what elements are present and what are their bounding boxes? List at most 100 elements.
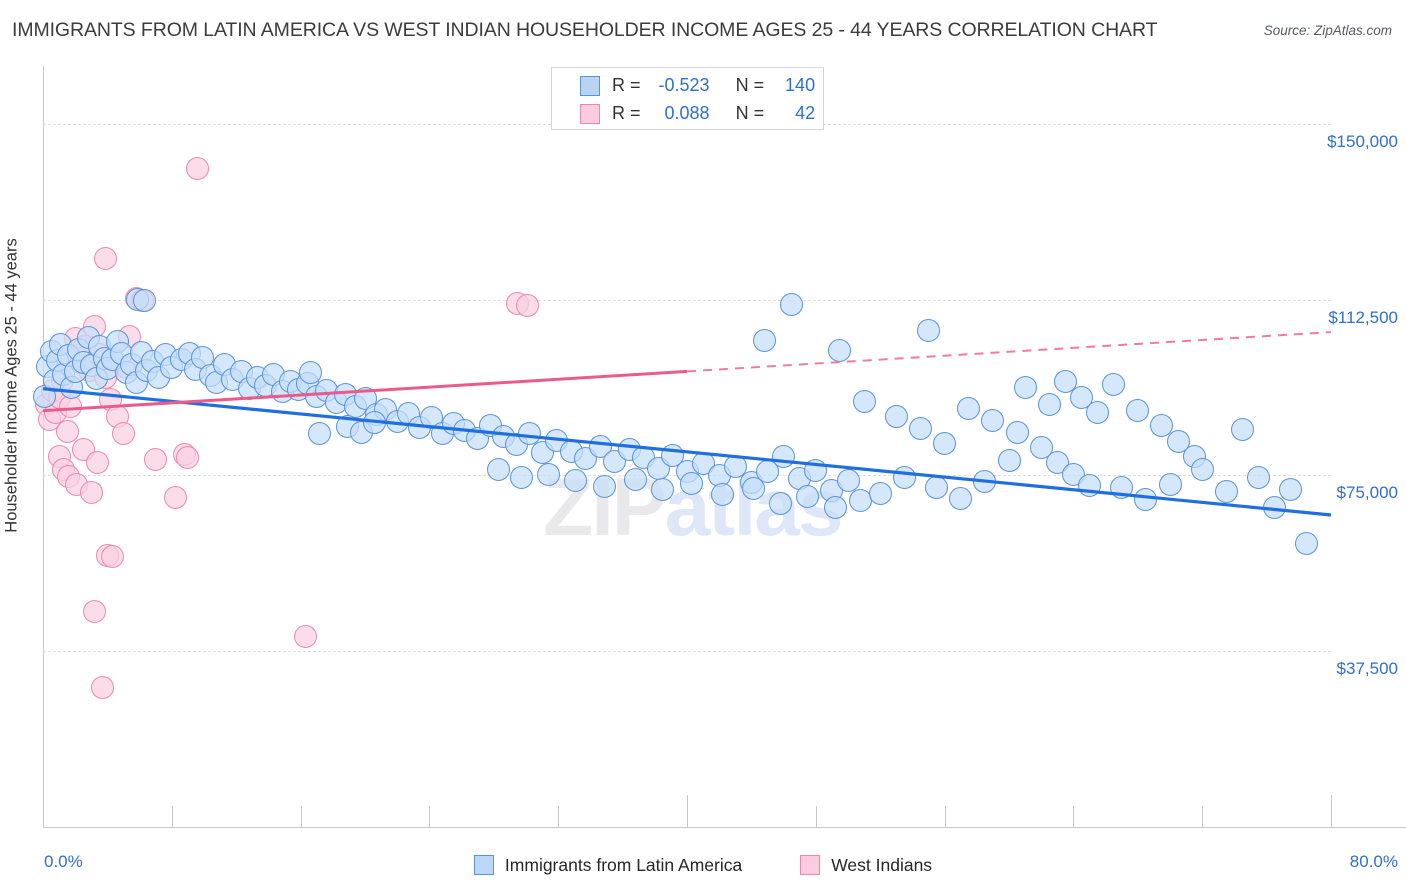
correlation-row-blue: R = -0.523 N = 140 [552, 71, 815, 100]
legend-label-latin-america: Immigrants from Latin America [504, 854, 743, 875]
plot-area: ZIPatlas [33, 66, 1331, 826]
legend-swatch-west-indians [800, 855, 821, 875]
scatter-point [651, 478, 675, 502]
scatter-point [828, 339, 852, 363]
scatter-point [83, 599, 107, 623]
gridline [43, 299, 1331, 301]
scatter-point [537, 462, 561, 486]
correlation-text-pink: R = 0.088 N = 42 [612, 103, 815, 124]
n-label-pink: N = [735, 103, 765, 123]
x-axis-tick [1073, 806, 1075, 827]
r-value-pink: 0.088 [664, 103, 710, 123]
gridline [43, 650, 1331, 652]
scatter-point [186, 156, 210, 180]
legend-swatch-pink [580, 103, 600, 124]
n-value-blue: 140 [785, 75, 816, 95]
scatter-point [852, 389, 876, 413]
scatter-point [1037, 392, 1061, 416]
scatter-point [925, 476, 949, 500]
legend-swatch-latin-america [473, 855, 494, 875]
scatter-point [836, 468, 860, 492]
scatter-point [1230, 418, 1254, 442]
r-value-blue: -0.523 [658, 75, 710, 95]
scatter-point [1295, 532, 1319, 556]
scatter-point [973, 470, 997, 494]
scatter-point [1086, 401, 1110, 425]
y-axis-tick-label: $75,000 [1336, 483, 1398, 503]
x-axis-tick [558, 806, 560, 827]
scatter-point [293, 625, 317, 649]
legend-label-west-indians: West Indians [831, 854, 933, 875]
scatter-point [516, 293, 540, 317]
scatter-point [710, 483, 734, 507]
scatter-point [780, 293, 804, 317]
y-axis-title: Householder Income Ages 25 - 44 years [2, 238, 21, 533]
x-axis-tick [687, 795, 688, 827]
x-axis-tick [1331, 795, 1332, 827]
scatter-point [94, 247, 118, 271]
x-axis-tick [944, 806, 946, 827]
correlation-legend: R = -0.523 N = 140 R = 0.088 N = 42 [551, 67, 824, 130]
x-axis-line [43, 827, 1406, 828]
scatter-point [487, 457, 511, 481]
scatter-point [823, 495, 847, 519]
scatter-point [1190, 457, 1214, 481]
scatter-point [680, 472, 704, 496]
scatter-point [1126, 398, 1150, 422]
x-axis-tick [1202, 806, 1204, 827]
y-axis-tick-label: $37,500 [1336, 658, 1398, 678]
legend-item-latin-america[interactable]: Immigrants from Latin America [473, 854, 743, 876]
scatter-point [772, 445, 796, 469]
scatter-point [1247, 466, 1271, 490]
scatter-point [176, 445, 200, 469]
scatter-point [112, 422, 135, 446]
x-axis-tick [429, 806, 431, 827]
legend-item-west-indians[interactable]: West Indians [800, 855, 932, 876]
scatter-point [1214, 480, 1238, 504]
scatter-point [884, 405, 908, 429]
scatter-point [86, 450, 110, 474]
n-value-pink: 42 [795, 103, 816, 123]
scatter-point [163, 485, 187, 509]
series-legend: Immigrants from Latin America West India… [0, 848, 1406, 882]
scatter-point [1110, 475, 1134, 499]
scatter-point [868, 481, 892, 505]
correlation-text-blue: R = -0.523 N = 140 [612, 75, 815, 96]
scatter-point [1279, 478, 1303, 502]
r-label-pink: R = [612, 103, 641, 123]
y-axis-tick-label: $150,000 [1327, 132, 1398, 152]
y-axis-tick-label: $112,500 [1328, 307, 1398, 327]
scatter-point [957, 396, 981, 420]
scatter-point [79, 480, 103, 504]
scatter-point [144, 447, 168, 471]
scatter-point [91, 675, 115, 699]
scatter-point [1158, 472, 1182, 496]
source-label: Source: ZipAtlas.com [1263, 23, 1392, 38]
r-label-blue: R = [612, 75, 641, 95]
scatter-point [1078, 473, 1101, 497]
scatter-point [949, 486, 973, 510]
n-label-blue: N = [735, 75, 765, 95]
scatter-point [917, 319, 940, 343]
correlation-row-pink: R = 0.088 N = 42 [552, 99, 815, 128]
scatter-point [1013, 375, 1037, 399]
scatter-point [752, 328, 776, 352]
scatter-point [908, 417, 932, 441]
scatter-point [997, 448, 1021, 472]
scatter-point [981, 408, 1005, 432]
scatter-point [804, 458, 828, 482]
scatter-point [363, 411, 387, 435]
scatter-point [1005, 421, 1029, 445]
x-axis-tick [300, 806, 302, 827]
scatter-point [741, 477, 765, 501]
x-axis-tick [815, 806, 817, 827]
x-axis-min-label: 0.0% [44, 852, 83, 871]
scatter-point [509, 465, 533, 489]
scatter-point [593, 475, 617, 499]
page-title: IMMIGRANTS FROM LATIN AMERICA VS WEST IN… [12, 19, 1158, 41]
scatter-point [933, 432, 957, 456]
scatter-point [768, 492, 792, 516]
scatter-point [564, 469, 588, 493]
scatter-point [1263, 495, 1287, 519]
scatter-point [308, 422, 332, 446]
